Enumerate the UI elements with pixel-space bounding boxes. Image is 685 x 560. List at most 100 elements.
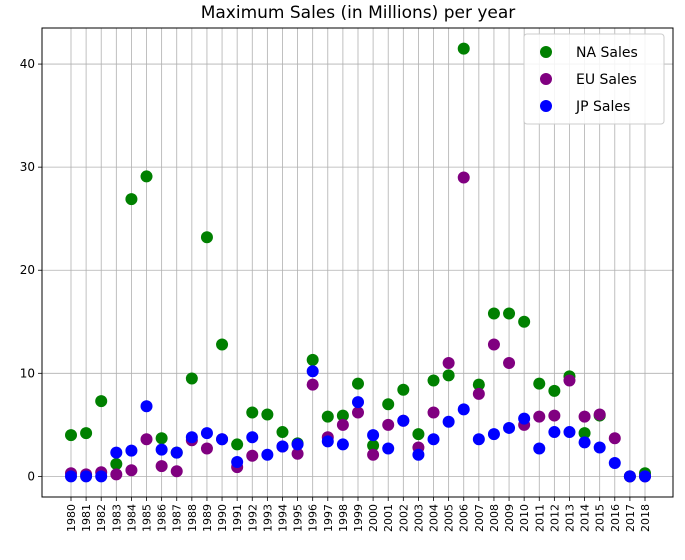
legend-marker-eu	[540, 73, 552, 85]
eu-point	[246, 449, 259, 462]
na-point	[306, 353, 319, 366]
na-point	[382, 398, 395, 411]
x-tick-label: 2009	[503, 504, 516, 532]
jp-point	[80, 470, 93, 483]
x-tick-label: 1991	[231, 504, 244, 532]
jp-point	[427, 433, 440, 446]
jp-point	[352, 396, 364, 409]
eu-point	[291, 447, 304, 460]
na-point	[185, 372, 198, 385]
x-tick-label: 2001	[382, 504, 395, 532]
eu-point	[140, 433, 153, 446]
x-tick-label: 2012	[548, 504, 561, 532]
eu-point	[200, 442, 213, 455]
jp-point	[518, 412, 531, 425]
jp-point	[382, 442, 395, 455]
jp-point	[95, 470, 108, 483]
eu-point	[442, 357, 455, 369]
legend-box	[523, 33, 665, 125]
jp-point	[472, 433, 485, 446]
jp-point	[593, 441, 606, 454]
x-tick-label: 1999	[352, 504, 365, 532]
x-tick-label: 2013	[563, 504, 576, 532]
eu-point	[155, 460, 168, 473]
x-tick-label: 2010	[518, 504, 531, 532]
data-points	[65, 42, 651, 483]
jp-point	[291, 438, 304, 451]
jp-point	[261, 448, 274, 461]
plot-frame	[41, 27, 674, 498]
jp-point	[155, 443, 168, 456]
jp-point	[548, 426, 561, 439]
jp-point	[563, 426, 576, 439]
jp-point	[639, 470, 651, 483]
jp-point	[487, 428, 500, 441]
jp-point	[442, 415, 455, 428]
x-tick-label: 1995	[292, 504, 305, 532]
jp-point	[503, 421, 516, 434]
x-tick-label: 2006	[458, 504, 471, 532]
x-tick-label: 1984	[125, 504, 138, 532]
jp-point	[216, 433, 229, 446]
x-tick-label: 2016	[609, 504, 622, 532]
legend-marker-jp	[540, 100, 552, 112]
eu-point	[487, 338, 500, 351]
na-point	[352, 377, 364, 390]
eu-point	[503, 357, 516, 369]
x-tick-label: 1998	[337, 504, 350, 532]
na-point	[487, 307, 500, 320]
na-point	[261, 408, 274, 421]
na-point	[246, 406, 259, 419]
na-point	[140, 170, 153, 183]
jp-point	[65, 470, 77, 483]
na-point	[125, 193, 138, 206]
eu-point	[110, 468, 123, 481]
jp-point	[412, 448, 425, 461]
na-point	[578, 427, 591, 440]
na-point	[110, 458, 123, 471]
na-point	[80, 427, 93, 440]
x-tick-label: 2004	[428, 504, 441, 532]
legend-marker-na	[540, 46, 552, 58]
x-tick-label: 1981	[80, 504, 93, 532]
jp-point	[231, 455, 244, 468]
na-point	[518, 315, 531, 328]
x-tick-label: 1982	[95, 504, 108, 532]
y-tick-label: 40	[20, 57, 35, 71]
na-point	[367, 439, 380, 452]
x-tick-label: 2014	[579, 504, 592, 532]
na-point	[412, 428, 425, 441]
na-point	[321, 410, 334, 423]
jp-point	[578, 436, 591, 449]
x-tick-label: 2017	[624, 504, 637, 532]
eu-point	[548, 409, 561, 422]
jp-point	[185, 431, 198, 444]
legend-label-eu: EU Sales	[576, 72, 637, 88]
jp-point	[200, 427, 213, 440]
eu-point	[352, 406, 364, 419]
x-tick-label: 1980	[65, 504, 78, 532]
x-tick-label: 1989	[201, 504, 214, 532]
eu-point	[578, 410, 591, 423]
legend-label-jp: JP Sales	[575, 99, 630, 115]
jp-point	[110, 446, 123, 459]
jp-point	[608, 456, 621, 469]
x-tick-label: 1992	[246, 504, 259, 532]
eu-point	[336, 418, 349, 431]
x-tick-label: 1990	[216, 504, 229, 532]
jp-point	[397, 414, 410, 427]
x-tick-label: 1986	[156, 504, 169, 532]
x-tick-label: 2003	[412, 504, 425, 532]
eu-point	[608, 432, 621, 445]
na-point	[155, 432, 168, 445]
jp-point	[246, 431, 259, 444]
x-tick-label: 2002	[397, 504, 410, 532]
x-tick-label: 2018	[639, 504, 652, 532]
y-tick-label: 10	[20, 366, 35, 380]
na-point	[548, 384, 561, 397]
na-point	[397, 383, 410, 396]
na-point	[336, 409, 349, 422]
jp-point	[367, 429, 380, 442]
x-tick-label: 1993	[261, 504, 274, 532]
